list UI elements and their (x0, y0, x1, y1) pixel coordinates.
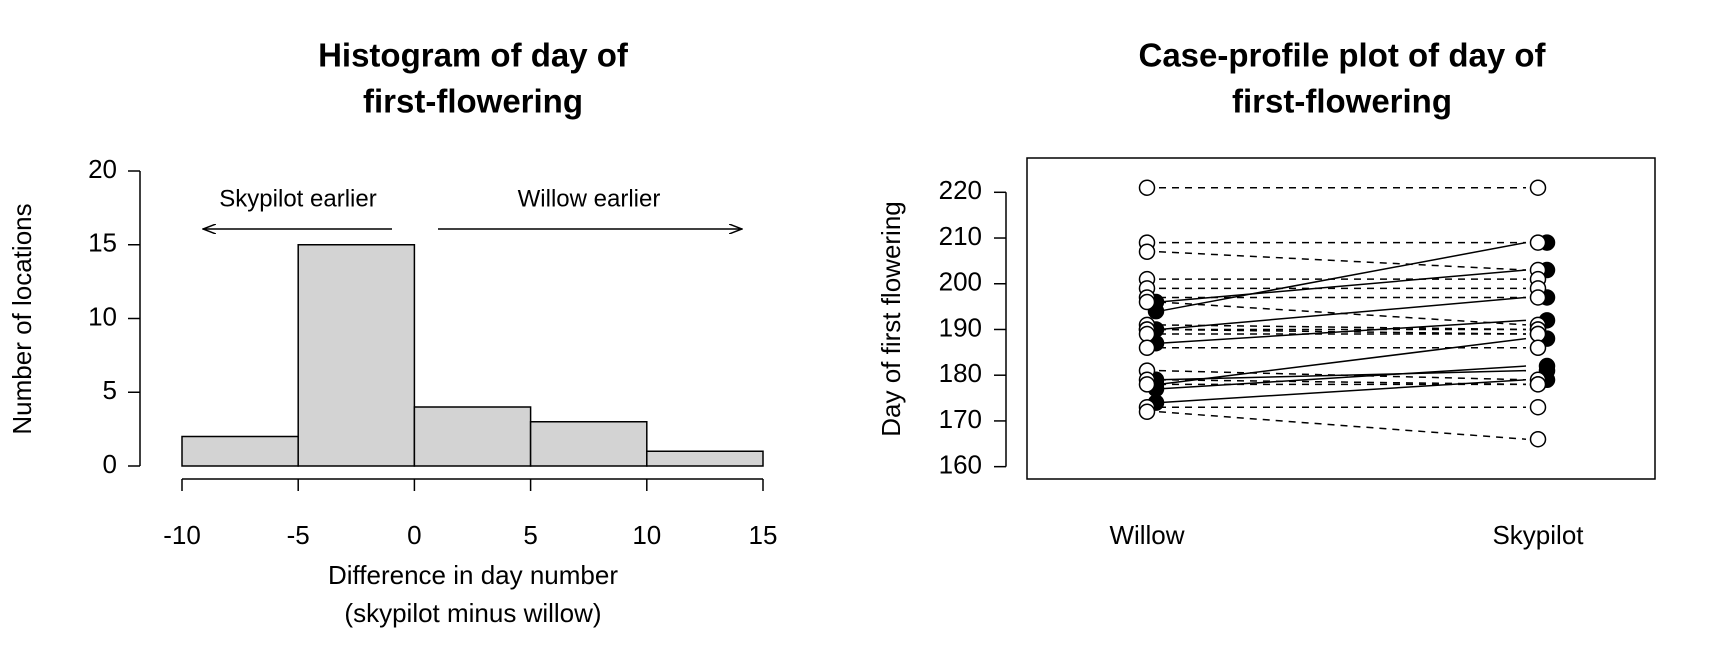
open-point (1138, 179, 1156, 196)
x-tick-label: -5 (287, 520, 310, 550)
open-point (1529, 325, 1547, 343)
open-point (1138, 243, 1156, 260)
profile-line (1158, 269, 1527, 303)
x-tick-label: -10 (163, 520, 201, 550)
y-tick-label: 20 (88, 154, 117, 184)
y-tick-label: 5 (103, 375, 117, 405)
x-tick-label: Skypilot (1492, 520, 1584, 550)
annotation: Willow earlier (518, 185, 661, 212)
profile-line (1158, 250, 1527, 271)
chart-title: Case-profile plot of day of (1138, 37, 1546, 74)
y-tick-label: 0 (103, 449, 117, 479)
bar (181, 435, 299, 467)
profile-line (1158, 337, 1527, 386)
y-tick-label: 170 (939, 404, 982, 434)
bar (297, 244, 416, 467)
chart-title: first-flowering (1232, 83, 1452, 120)
y-axis-label: Number of locations (7, 203, 37, 434)
open-point (1138, 376, 1156, 393)
bar (529, 421, 648, 467)
bar (646, 450, 764, 467)
open-point (1529, 376, 1547, 393)
open-point (1138, 325, 1156, 343)
x-tick-label: 10 (632, 520, 661, 550)
y-tick-label: 210 (939, 221, 982, 251)
open-point (1529, 430, 1547, 448)
open-point (1138, 403, 1156, 421)
open-point (1138, 339, 1156, 357)
profile-line (1158, 379, 1527, 404)
x-axis-label: (skypilot minus willow) (344, 598, 601, 628)
y-tick-label: 190 (939, 312, 982, 342)
y-tick-label: 180 (939, 358, 982, 388)
profile-line (1158, 379, 1527, 386)
x-tick-label: 0 (407, 520, 421, 550)
profile-line (1158, 328, 1527, 335)
y-axis-label: Day of first flowering (876, 201, 906, 437)
y-tick-label: 200 (939, 267, 982, 297)
open-point (1529, 289, 1547, 306)
y-tick-label: 220 (939, 175, 982, 205)
open-point (1529, 339, 1547, 357)
profile-line (1158, 241, 1527, 312)
profile-line (1158, 411, 1527, 440)
open-point (1529, 179, 1547, 196)
chart-title: Histogram of day of (318, 37, 629, 74)
y-tick-label: 10 (88, 301, 117, 331)
chart-title: first-flowering (363, 83, 583, 120)
x-tick-label: Willow (1109, 520, 1184, 550)
x-tick-label: 15 (749, 520, 778, 550)
annotation: Skypilot earlier (219, 185, 376, 212)
open-point (1138, 293, 1156, 311)
profile-line (1158, 301, 1527, 326)
profile-line (1158, 369, 1527, 381)
y-tick-label: 160 (939, 450, 982, 480)
open-point (1529, 234, 1547, 251)
y-tick-label: 15 (88, 228, 117, 258)
bar (413, 406, 532, 467)
plot-box (1026, 157, 1656, 480)
open-point (1529, 398, 1547, 416)
x-axis-label: Difference in day number (328, 560, 618, 590)
x-tick-label: 5 (523, 520, 537, 550)
profile-line (1158, 324, 1527, 331)
profile-line (1158, 365, 1527, 390)
